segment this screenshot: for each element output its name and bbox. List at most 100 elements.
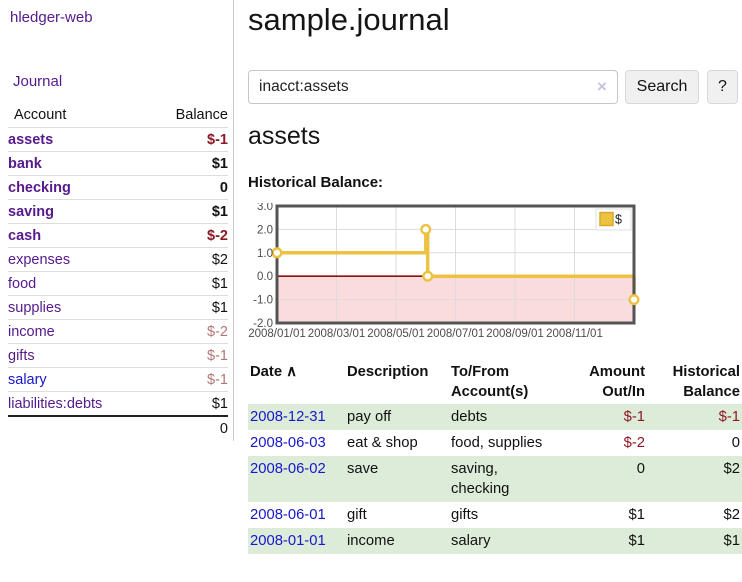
account-name-cell: salary <box>8 368 149 392</box>
account-balance: $-1 <box>207 347 228 364</box>
account-name-cell: cash <box>8 224 149 248</box>
x-axis-tick-label: 2008/07/01 <box>427 328 485 340</box>
account-row: salary $-1 <box>8 367 228 392</box>
transaction-balance-cell: $1 <box>723 533 740 549</box>
transaction-description-cell: pay off <box>347 409 392 425</box>
x-axis-tick-label: 2008/03/01 <box>308 328 366 340</box>
account-row: saving $1 <box>8 199 228 224</box>
transaction-row: 2008-12-31 pay off debts $-1 $-1 <box>248 404 742 430</box>
sidebar-divider <box>233 0 234 441</box>
register-table-body: 2008-12-31 pay off debts $-1 $-1 2008-06-03 ea… <box>248 404 742 554</box>
transaction-amount-cell: $-2 <box>623 435 645 451</box>
account-name-cell: gifts <box>8 344 149 368</box>
transaction-accounts-cell: saving, checking <box>451 461 510 497</box>
help-button[interactable]: ? <box>707 70 738 104</box>
date-column-header[interactable]: Date ∧ <box>250 363 298 380</box>
account-link[interactable]: cash <box>8 227 42 244</box>
sort-ascending-icon: ∧ <box>286 363 298 380</box>
account-name-cell: assets <box>8 128 149 152</box>
x-axis-tick-label: 2008/11/01 <box>546 328 603 340</box>
total-label-cell <box>8 416 149 440</box>
app-title-link[interactable]: hledger-web <box>10 9 93 26</box>
accounts-total-row: 0 <box>8 416 228 440</box>
transaction-row: 2008-01-01 income salary $1 $1 <box>248 528 742 554</box>
account-link[interactable]: checking <box>8 179 71 196</box>
data-point-marker <box>420 223 432 235</box>
account-balance: $1 <box>211 155 228 172</box>
account-row: gifts $-1 <box>8 343 228 368</box>
page-title: sample.journal <box>248 2 450 37</box>
account-link[interactable]: assets <box>8 131 54 148</box>
account-row: expenses $2 <box>8 247 228 272</box>
account-link[interactable]: liabilities:debts <box>8 395 103 412</box>
account-link[interactable]: food <box>8 275 37 292</box>
transaction-date-link-cell: 2008-01-01 <box>248 528 345 554</box>
account-link[interactable]: expenses <box>8 251 71 268</box>
account-name-cell: supplies <box>8 296 149 320</box>
search-input[interactable] <box>248 70 618 104</box>
legend-swatch <box>599 211 614 227</box>
historical-balance-chart: $3.0 2.0 1.0 0.0 -1.0 -2.0 2008/01/01 2008/03/0… <box>248 201 742 348</box>
account-balance: $1 <box>211 275 228 292</box>
transaction-description-cell: eat & shop <box>347 435 418 451</box>
transaction-balance-cell: 0 <box>731 435 740 451</box>
description-column-header: Description <box>347 364 429 380</box>
account-balance: $1 <box>211 203 228 220</box>
transaction-accounts-cell: salary <box>451 533 491 549</box>
balance-column-header: Historical Balance <box>672 364 740 400</box>
account-balance: $2 <box>211 251 228 268</box>
plot-border <box>275 204 636 325</box>
account-balance: 0 <box>219 179 228 196</box>
x-axis-tick-label: 2008/09/01 <box>486 328 544 340</box>
sidebar-item-journal[interactable]: Journal <box>13 73 63 90</box>
y-axis-tick-label: -1.0 <box>253 295 273 307</box>
sidebar: hledger-web Journal Account Balance asse… <box>8 0 228 440</box>
account-name-cell: food <box>8 272 149 296</box>
account-link[interactable]: bank <box>8 155 42 172</box>
account-tree: Account Balance assets $-1 bank $1 checking 0… <box>8 103 228 440</box>
y-axis-tick-label: 2.0 <box>257 224 273 236</box>
tofrom-column-header: To/From Account(s) <box>451 364 529 400</box>
x-axis-tick-label: 2008/01/01 <box>248 328 306 340</box>
account-balance: $-1 <box>207 131 228 148</box>
amount-column-header: Amount Out/In <box>589 364 645 400</box>
transaction-row: 2008-06-01 gift gifts $1 $2 <box>248 502 742 528</box>
search-form: × Search ? <box>248 70 742 104</box>
historical-balance-label: Historical Balance: <box>248 174 384 191</box>
transaction-date-link-cell: 2008-06-02 <box>248 456 345 502</box>
transaction-date-link-cell: 2008-06-03 <box>248 430 345 456</box>
balance-column-header: Balance <box>175 107 228 123</box>
x-axis-tick-label: 2008/05/01 <box>367 328 425 340</box>
transaction-accounts-cell: gifts <box>451 507 479 523</box>
account-link[interactable]: saving <box>8 203 54 220</box>
transaction-date-link[interactable]: 2008-12-31 <box>250 409 326 425</box>
account-link[interactable]: supplies <box>8 299 62 316</box>
transaction-date-link[interactable]: 2008-06-03 <box>250 435 326 451</box>
transaction-date-link-cell: 2008-12-31 <box>248 404 345 430</box>
account-link[interactable]: income <box>8 323 55 340</box>
account-balance: $-2 <box>207 227 228 244</box>
account-row: cash $-2 <box>8 223 228 248</box>
transaction-accounts-cell: debts <box>451 409 488 425</box>
transaction-date-link-cell: 2008-06-01 <box>248 502 345 528</box>
account-name-cell: expenses <box>8 248 149 272</box>
search-button[interactable]: Search <box>625 70 699 104</box>
clear-search-icon[interactable]: × <box>597 77 607 96</box>
transaction-description-cell: save <box>347 461 379 477</box>
account-row: checking 0 <box>8 175 228 200</box>
y-axis-tick-label: -2.0 <box>253 318 273 330</box>
account-balance: $1 <box>211 395 228 412</box>
transaction-date-link[interactable]: 2008-06-01 <box>250 507 326 523</box>
transaction-date-link[interactable]: 2008-06-02 <box>250 461 326 477</box>
transaction-amount-cell: $-1 <box>623 409 645 425</box>
data-point-marker <box>271 247 283 259</box>
y-axis-tick-label: 0.0 <box>257 271 273 283</box>
account-row: liabilities:debts $1 <box>8 391 228 417</box>
account-link[interactable]: salary <box>8 371 47 388</box>
chart-legend: $ <box>595 208 632 231</box>
transaction-date-link[interactable]: 2008-01-01 <box>250 533 326 549</box>
account-link[interactable]: gifts <box>8 347 35 364</box>
account-balance: $-2 <box>207 323 228 340</box>
account-row: supplies $1 <box>8 295 228 320</box>
